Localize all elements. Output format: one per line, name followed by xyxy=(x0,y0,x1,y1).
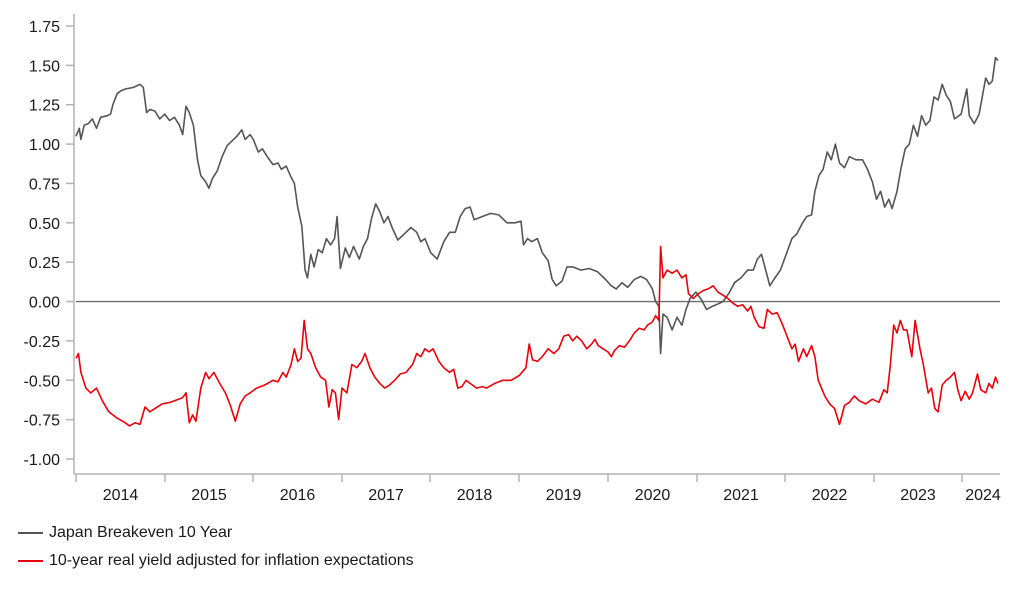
y-tick-label: -0.75 xyxy=(24,413,61,430)
x-tick-label: 2022 xyxy=(812,487,848,504)
y-tick-label: 0.00 xyxy=(29,295,60,312)
x-tick-label: 2023 xyxy=(900,487,936,504)
legend-item-real-yield: 10-year real yield adjusted for inflatio… xyxy=(18,547,414,575)
legend-swatch-breakeven xyxy=(18,532,43,534)
x-tick-label: 2021 xyxy=(723,487,759,504)
x-tick-label: 2016 xyxy=(280,487,316,504)
y-tick-label: -0.25 xyxy=(24,334,61,351)
x-tick-label: 2017 xyxy=(368,487,404,504)
legend-item-breakeven: Japan Breakeven 10 Year xyxy=(18,519,414,547)
series-layer xyxy=(75,56,999,427)
y-tick-label: 0.75 xyxy=(29,176,60,193)
y-tick-label: 1.75 xyxy=(29,19,60,36)
x-tick-label: 2019 xyxy=(546,487,582,504)
x-tick-label: 2014 xyxy=(103,487,139,504)
y-tick-label: -1.00 xyxy=(24,452,61,469)
legend-swatch-real-yield xyxy=(18,560,43,562)
y-tick-label: 1.25 xyxy=(29,98,60,115)
x-tick-label: 2024 xyxy=(965,487,1001,504)
x-tick-label: 2018 xyxy=(457,487,493,504)
y-tick-label: 1.50 xyxy=(29,58,60,75)
y-tick-label: -0.50 xyxy=(24,373,61,390)
x-tick-label: 2015 xyxy=(191,487,227,504)
y-axis: 1.75 1.50 1.25 1.00 0.75 0.50 0.25 0.00 -0.25 -0.… xyxy=(24,14,75,474)
y-tick-label: 0.25 xyxy=(29,255,60,272)
y-tick-label: 0.50 xyxy=(29,216,60,233)
x-axis: 2014 2015 2016 2017 2018 2019 2020 2021 2022 2023… xyxy=(74,473,1001,504)
legend-label-real-yield: 10-year real yield adjusted for inflatio… xyxy=(49,552,414,569)
legend: Japan Breakeven 10 Year 10-year real yie… xyxy=(18,519,414,575)
series-line-breakeven xyxy=(75,56,999,355)
x-tick-label: 2020 xyxy=(635,487,671,504)
series-line-real-yield xyxy=(75,245,999,427)
legend-label-breakeven: Japan Breakeven 10 Year xyxy=(49,524,233,541)
y-tick-label: 1.00 xyxy=(29,137,60,154)
